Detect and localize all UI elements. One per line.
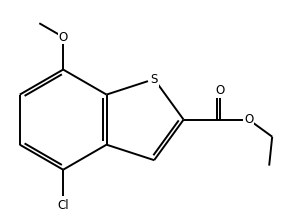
Text: S: S xyxy=(150,73,158,86)
Text: O: O xyxy=(215,84,224,97)
Text: Cl: Cl xyxy=(57,199,69,212)
Text: O: O xyxy=(244,113,253,126)
Text: O: O xyxy=(58,30,68,43)
